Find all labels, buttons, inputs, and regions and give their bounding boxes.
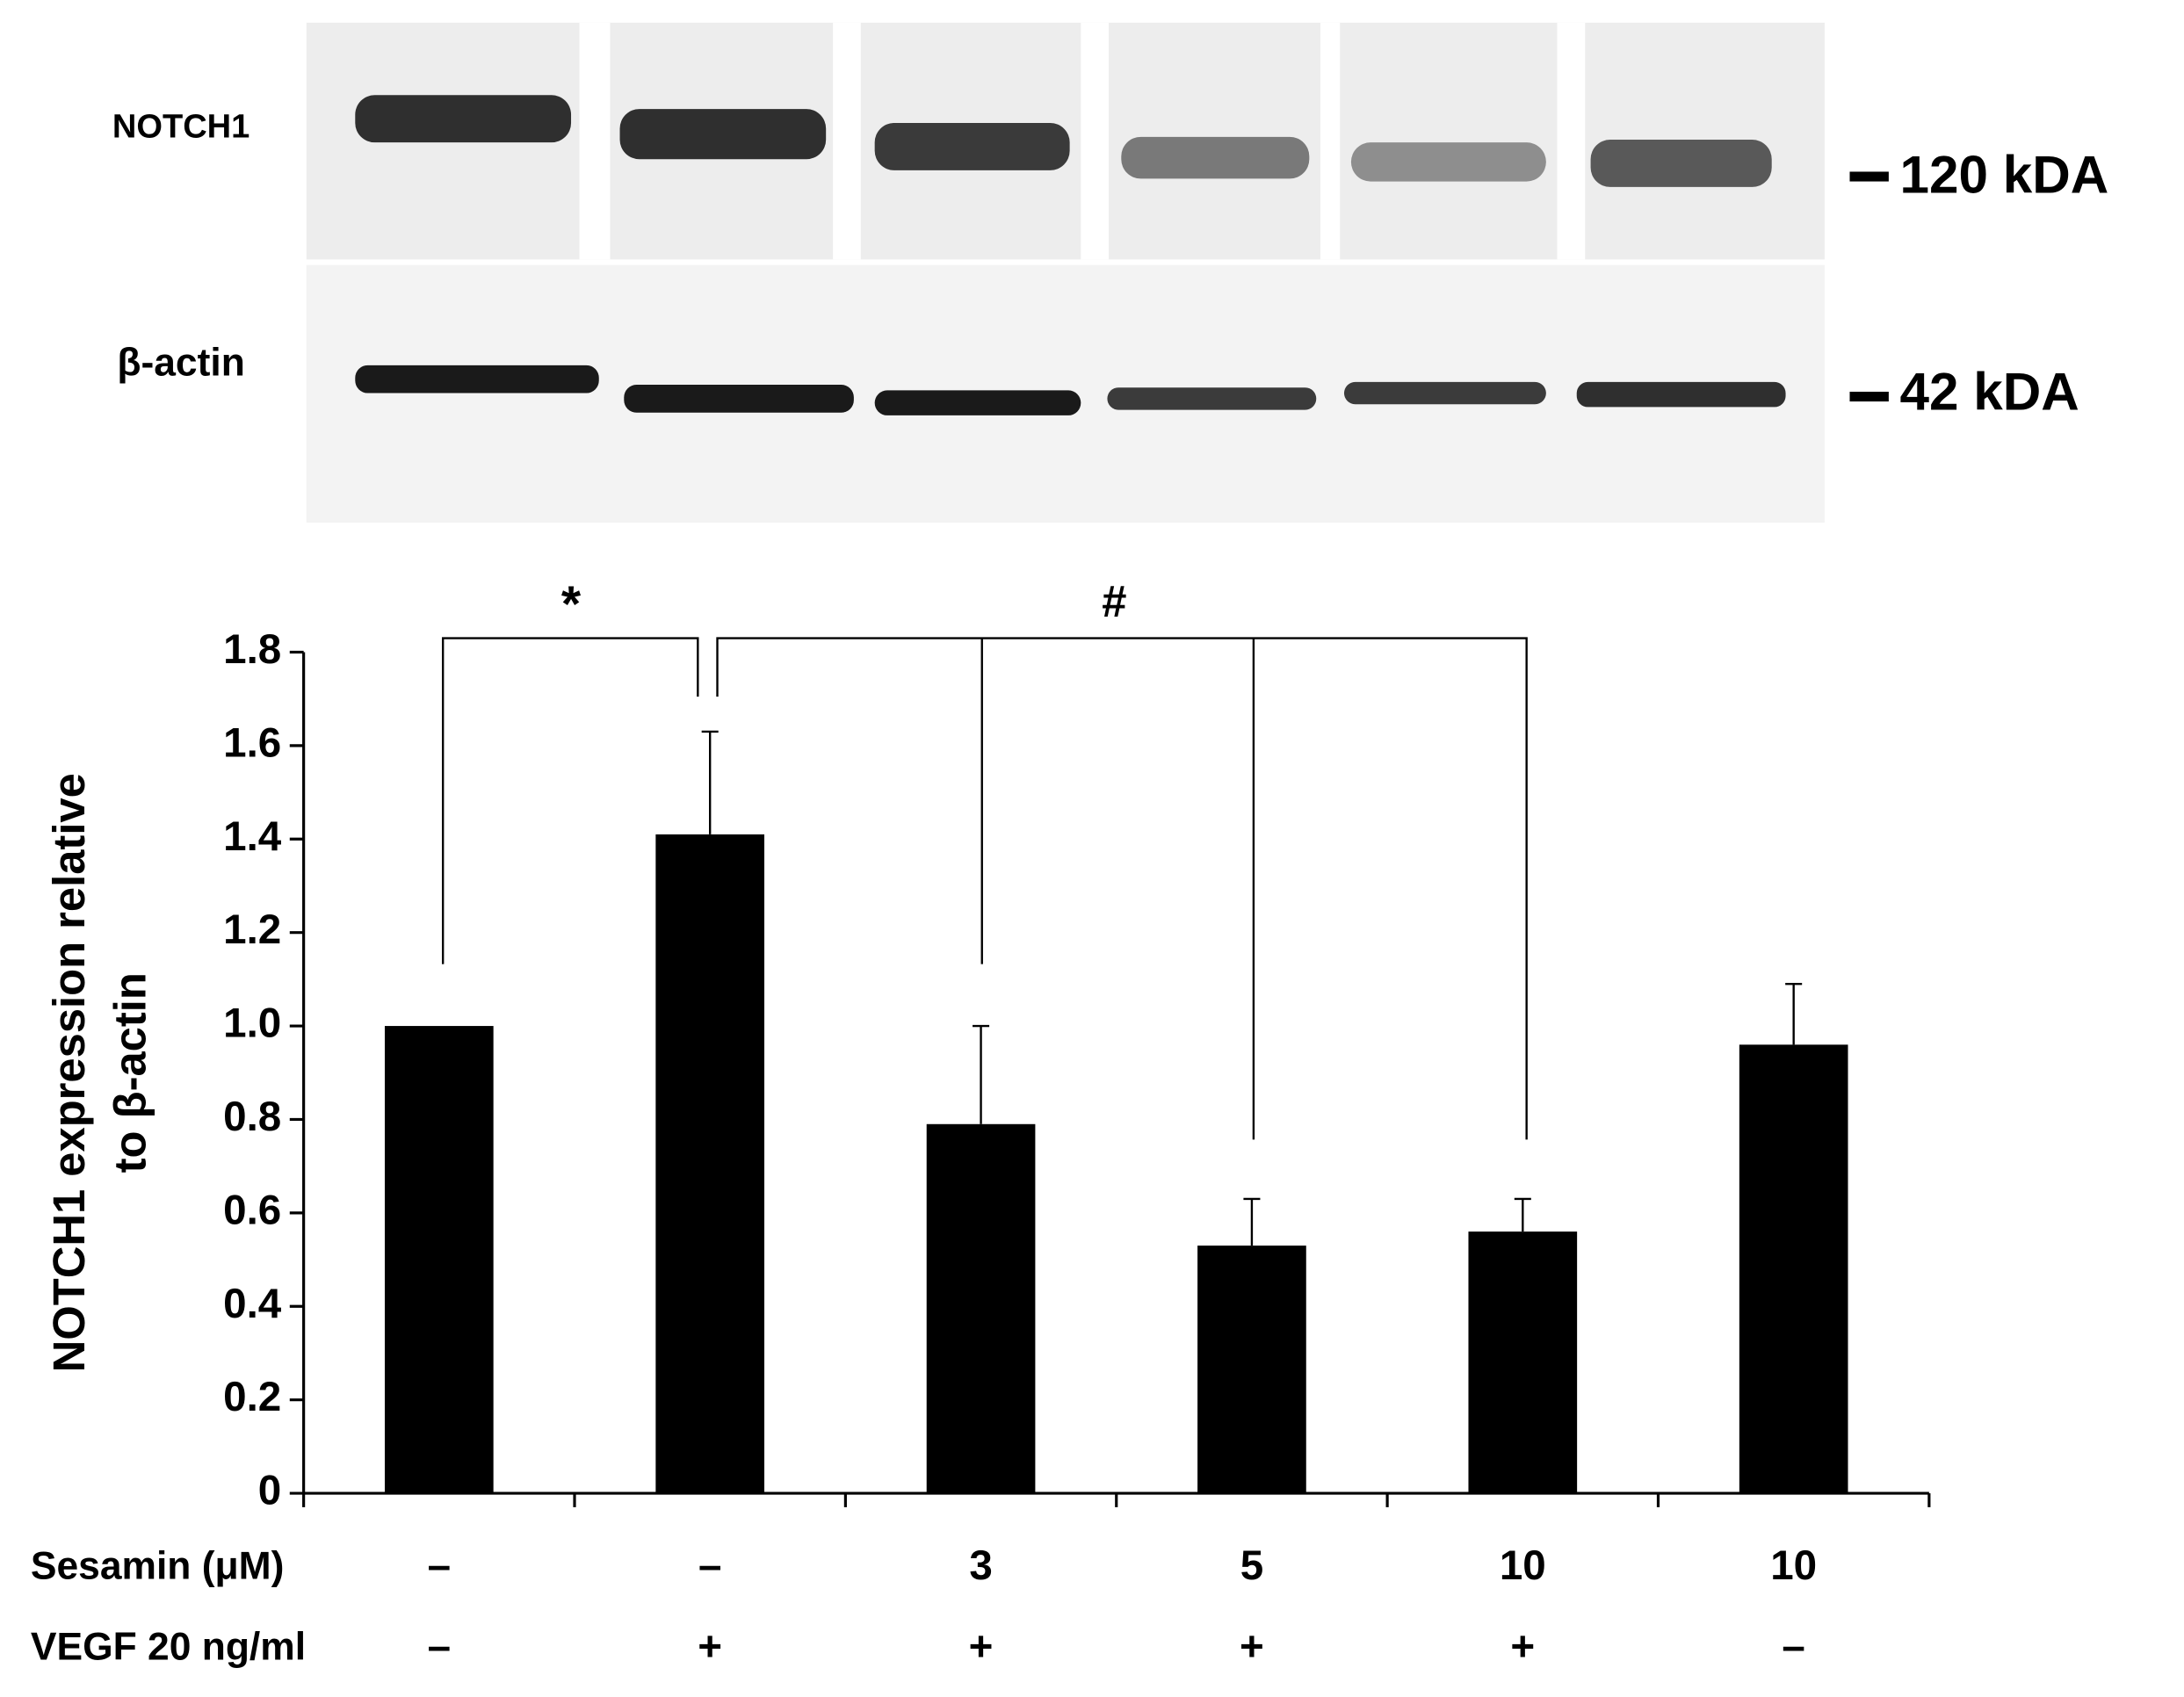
condition-value: + [969,1623,994,1670]
y-tick-label: 0.4 [223,1281,282,1327]
annotation: * [561,576,582,632]
condition-value: – [428,1623,451,1670]
bar [926,1123,1036,1494]
condition-value: 3 [969,1542,992,1589]
condition-label: Sesamin (μM) [31,1544,285,1587]
error-bar [1243,1197,1261,1246]
annotation: # [1102,576,1126,626]
marker-label: 42 kDA [1900,362,2079,422]
y-tick-label: 1.8 [223,626,281,673]
condition-value: 10 [1770,1542,1817,1589]
y-tick-label: 1.0 [223,1000,281,1047]
marker-line [1849,391,1889,402]
error-bar [701,730,719,834]
condition-label: VEGF 20 ng/ml [31,1625,306,1668]
bar [384,1026,494,1494]
condition-value: + [698,1623,722,1670]
condition-value: 10 [1500,1542,1546,1589]
condition-value: 5 [1240,1542,1263,1589]
y-tick-label: 0.6 [223,1187,281,1233]
bar [655,834,765,1494]
condition-value: + [1240,1623,1264,1670]
bands [355,95,1786,415]
significance-brackets [441,637,1528,1140]
lane-gaps [579,22,1586,260]
error-bar [973,1024,990,1124]
y-tick-label: 1.6 [223,719,281,766]
condition-value: – [428,1542,451,1589]
blot-label: NOTCH1 [112,108,249,145]
bar [1468,1231,1578,1494]
y-tick-label: 0.2 [223,1374,281,1420]
y-tick-label: 1.4 [223,813,282,860]
error-bar [1514,1197,1531,1232]
y-tick-label: 1.2 [223,906,281,953]
condition-value: – [698,1542,721,1589]
condition-value: + [1510,1623,1535,1670]
blot-label: β-actin [117,342,244,385]
error-bar [1785,982,1803,1045]
marker-line [1849,171,1889,182]
y-tick-label: 0 [258,1468,281,1514]
bar [1739,1044,1848,1494]
condition-value: – [1782,1623,1804,1670]
marker-label: 120 kDA [1900,144,2109,204]
bar [1197,1246,1306,1494]
western-blot: NOTCH1 β-actin 120 kDA 42 kDA [112,22,2109,524]
y-tick-label: 0.8 [223,1094,281,1140]
y-axis-label: NOTCH1 expression relative [44,773,94,1372]
y-axis-label: to β-actin [105,972,155,1173]
